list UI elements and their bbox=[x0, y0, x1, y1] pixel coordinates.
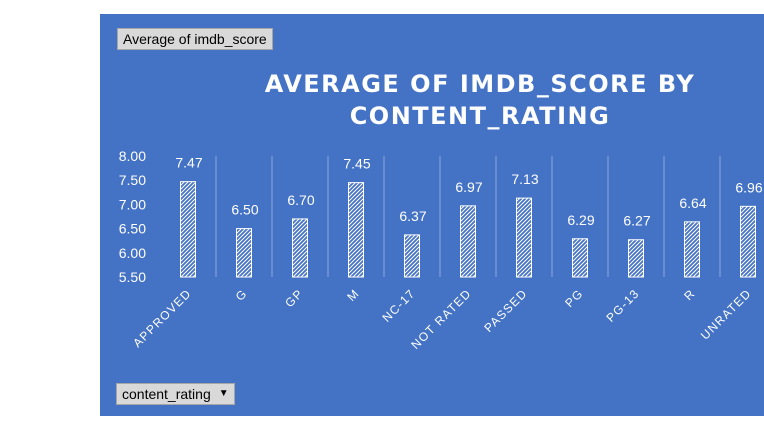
value-field-button[interactable]: Average of imdb_score bbox=[117, 28, 273, 50]
data-label: 7.45 bbox=[343, 156, 370, 172]
data-label: 6.96 bbox=[735, 179, 762, 195]
x-tick-label: PG bbox=[562, 286, 586, 310]
chart-title: AVERAGE OF IMDB_SCORE BY CONTENT_RATING bbox=[240, 68, 720, 132]
bar bbox=[236, 228, 252, 278]
axis-field-label: content_rating bbox=[122, 386, 211, 402]
chevron-down-icon[interactable]: ▼ bbox=[218, 388, 229, 399]
bar bbox=[516, 197, 532, 278]
bar bbox=[292, 218, 308, 278]
bar bbox=[572, 238, 588, 278]
x-tick-label: PG-13 bbox=[603, 286, 642, 325]
data-label: 7.47 bbox=[175, 155, 202, 171]
data-label: 6.64 bbox=[679, 195, 706, 211]
bar bbox=[180, 181, 196, 278]
data-label: 6.29 bbox=[567, 212, 594, 228]
x-tick-label: APPROVED bbox=[130, 286, 194, 350]
x-tick-label: GP bbox=[282, 286, 306, 310]
x-tick-label: UNRATED bbox=[698, 286, 754, 342]
data-label: 6.97 bbox=[455, 179, 482, 195]
chart-title-line-2: CONTENT_RATING bbox=[349, 102, 611, 130]
bar bbox=[348, 182, 364, 278]
data-label: 6.27 bbox=[623, 213, 650, 229]
y-tick-label: 7.00 bbox=[119, 196, 146, 212]
data-label: 6.50 bbox=[231, 202, 258, 218]
bar-chart: 8.00 7.50 7.00 6.50 6.00 5.50 7.47 APPROVED 6.50… bbox=[119, 148, 763, 352]
y-tick-label: 8.00 bbox=[119, 148, 146, 164]
data-label: 7.13 bbox=[511, 171, 538, 187]
chart-panel: Average of imdb_score AVERAGE OF IMDB_SC… bbox=[100, 14, 764, 416]
bar bbox=[684, 221, 700, 278]
y-tick-label: 7.50 bbox=[119, 172, 146, 188]
data-label: 6.70 bbox=[287, 192, 314, 208]
y-tick-label: 6.00 bbox=[119, 245, 146, 261]
x-tick-label: NC-17 bbox=[379, 286, 418, 325]
x-tick-label: G bbox=[233, 286, 250, 303]
data-label: 6.37 bbox=[399, 208, 426, 224]
bar bbox=[404, 234, 420, 278]
chart-title-line-1: AVERAGE OF IMDB_SCORE BY bbox=[264, 70, 696, 98]
x-tick-label: R bbox=[681, 286, 698, 303]
y-tick-label: 5.50 bbox=[119, 269, 146, 285]
bar bbox=[740, 205, 756, 278]
bar bbox=[628, 239, 644, 278]
y-tick-label: 6.50 bbox=[119, 221, 146, 237]
x-tick-label: NOT RATED bbox=[408, 286, 474, 352]
x-tick-label: M bbox=[344, 286, 362, 304]
x-tick-label: PASSED bbox=[481, 286, 530, 335]
bar bbox=[460, 205, 476, 278]
axis-field-button[interactable]: content_rating ▼ bbox=[116, 383, 235, 405]
